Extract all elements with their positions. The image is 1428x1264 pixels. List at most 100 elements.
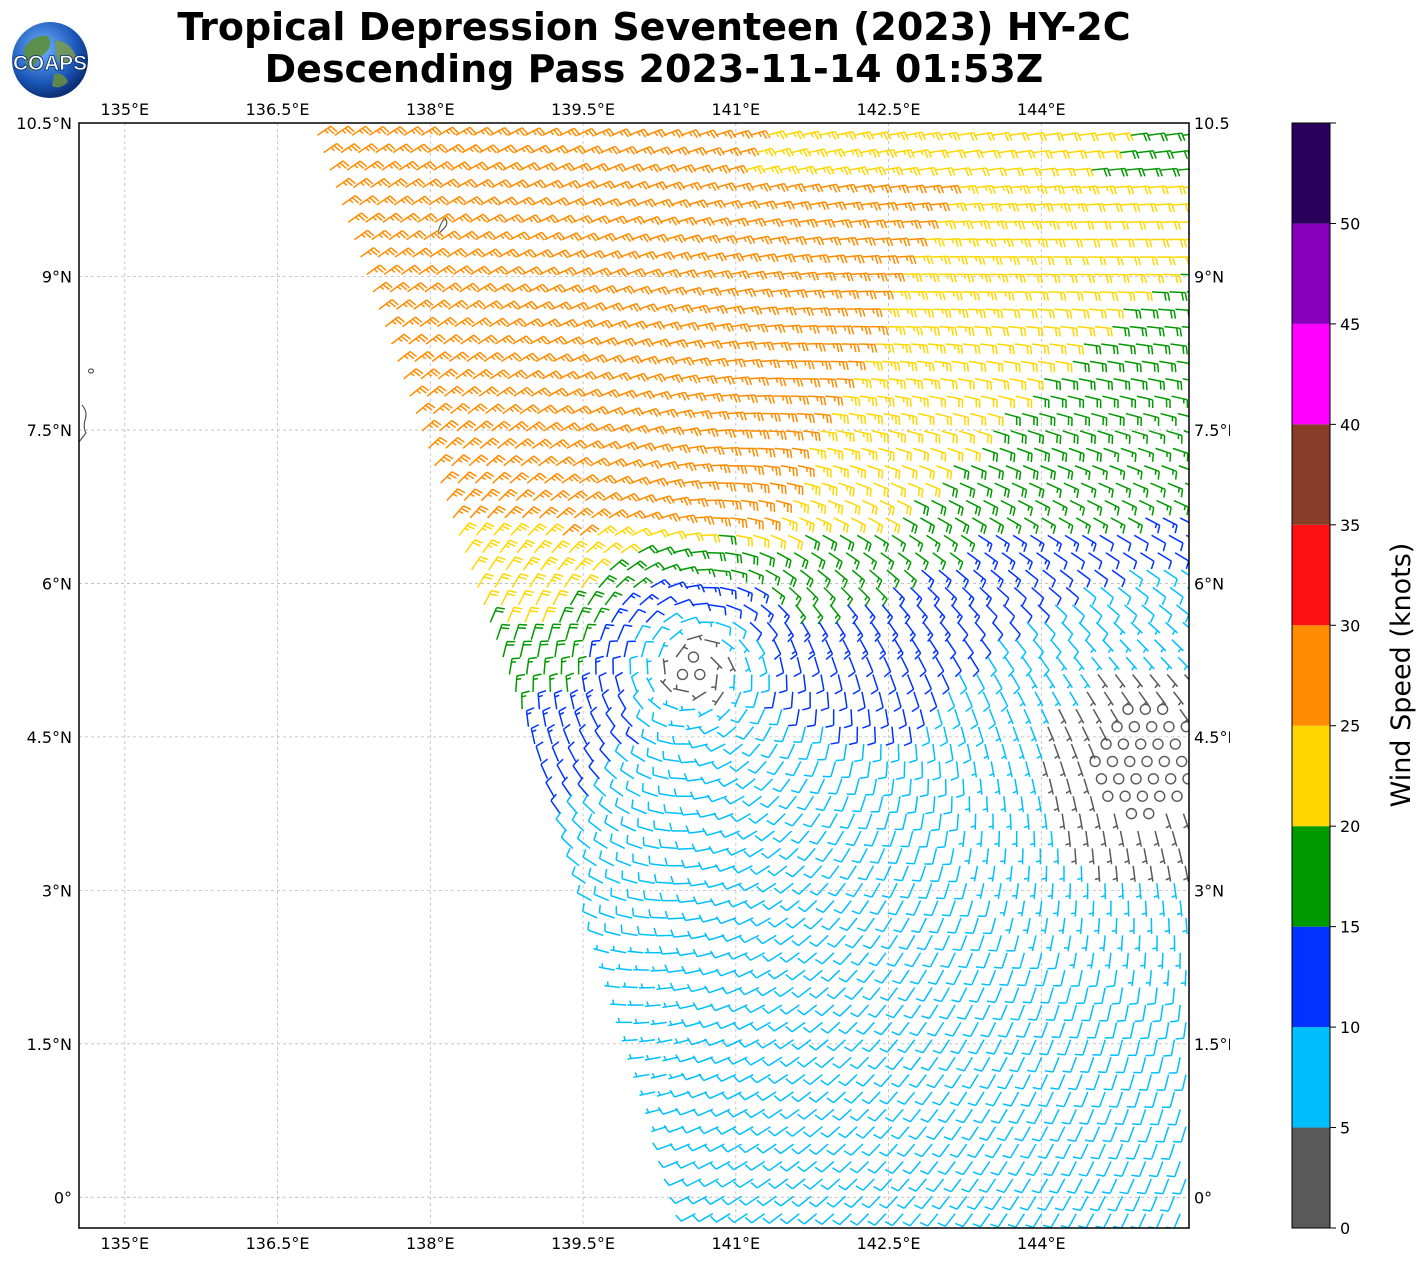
wind-barb (886, 952, 904, 967)
wind-barb (640, 407, 662, 418)
wind-barb (905, 621, 916, 643)
wind-barb (1021, 1039, 1037, 1056)
wind-barb (899, 882, 916, 899)
wind-barb (919, 1213, 939, 1227)
wind-barb (680, 616, 702, 625)
wind-barb (650, 966, 667, 972)
wind-barb (846, 604, 859, 625)
wind-barb (782, 271, 802, 281)
wind-barb (721, 1143, 742, 1153)
wind-barb (749, 621, 763, 641)
wind-barb (1084, 1178, 1101, 1195)
wind-barb (1051, 203, 1072, 213)
wind-barb (428, 195, 449, 206)
wind-barb (446, 488, 466, 502)
wind-barb (1033, 149, 1054, 159)
wind-barb (1145, 720, 1158, 733)
colorbar-ticklabel-3: 15 (1340, 918, 1360, 937)
wind-barb (845, 830, 862, 847)
wind-barb (517, 300, 538, 310)
wind-barb (670, 929, 690, 938)
wind-barb (1166, 1161, 1181, 1178)
wind-barb (677, 514, 698, 524)
wind-barb (1038, 360, 1056, 373)
wind-barb (757, 447, 776, 458)
wind-barb (821, 236, 842, 246)
wind-barb (737, 586, 753, 602)
wind-barb (630, 180, 651, 191)
wind-barb (376, 195, 397, 206)
wind-barb (871, 378, 889, 389)
wind-barb (662, 1055, 679, 1062)
wind-barb (951, 123, 952, 124)
wind-barb (1136, 395, 1154, 409)
wind-barb (1120, 447, 1137, 462)
wind-barb (737, 341, 758, 351)
wind-barb (961, 1074, 979, 1089)
wind-barb (838, 1021, 858, 1035)
wind-barb (746, 465, 765, 476)
wind-barb (820, 1073, 841, 1086)
wind-barb (1093, 517, 1109, 534)
wind-barb (721, 882, 742, 890)
wind-barb (1181, 325, 1189, 329)
wind-barb (976, 778, 983, 795)
wind-barb (626, 268, 647, 278)
wind-barb (1106, 604, 1120, 624)
wind-barb (820, 430, 838, 442)
wind-barb (502, 403, 523, 415)
wind-barb (1058, 220, 1078, 230)
wind-barb (381, 160, 402, 171)
wind-barb (1144, 1091, 1158, 1109)
wind-barb (743, 358, 764, 369)
wind-barb (861, 1143, 881, 1157)
wind-barb (760, 604, 774, 623)
wind-barb (971, 761, 978, 778)
wind-barb (511, 573, 529, 588)
wind-barb (955, 778, 965, 799)
wind-barb (731, 323, 752, 333)
wind-barb (815, 847, 834, 863)
wind-barb (499, 539, 518, 554)
wind-barb (1089, 1195, 1106, 1212)
wind-barb (487, 265, 509, 276)
colorbar-bin-7 (1292, 424, 1330, 525)
wind-barb (1114, 430, 1131, 444)
wind-barb (1029, 238, 1049, 248)
wind-barb (802, 1073, 823, 1086)
wind-barb (536, 404, 558, 415)
wind-barb (1055, 1091, 1072, 1108)
wind-barbs (317, 110, 1189, 1228)
wind-barb (686, 983, 708, 993)
wind-barb (525, 421, 546, 432)
wind-barb (1088, 848, 1095, 865)
wind-barb (872, 430, 889, 443)
wind-barb (1023, 220, 1043, 230)
wind-barb (1058, 517, 1074, 534)
wind-barb (582, 795, 596, 815)
wind-barb (504, 110, 524, 118)
wind-barb (1043, 1161, 1060, 1177)
wind-barb (655, 546, 677, 556)
lat-label-right-1: 1.5°N (1194, 1035, 1230, 1054)
wind-barb (732, 969, 754, 978)
wind-barb (769, 235, 790, 245)
wind-barb (844, 934, 864, 949)
wind-barb (520, 455, 541, 467)
wind-barb (958, 430, 975, 444)
wind-barb (1099, 935, 1106, 952)
wind-barb (892, 586, 906, 607)
wind-barb (524, 606, 540, 623)
wind-barb (761, 359, 781, 369)
wind-barb (1135, 586, 1149, 606)
wind-barb (1063, 1004, 1078, 1022)
wind-barb (948, 499, 964, 516)
wind-barb (884, 1108, 904, 1123)
wind-barb (827, 254, 848, 264)
wind-barb (1137, 1126, 1153, 1143)
wind-barb (1095, 773, 1108, 785)
wind-barb (609, 833, 626, 850)
wind-barb (724, 551, 743, 564)
wind-barb (685, 584, 706, 593)
wind-barb (652, 390, 673, 401)
